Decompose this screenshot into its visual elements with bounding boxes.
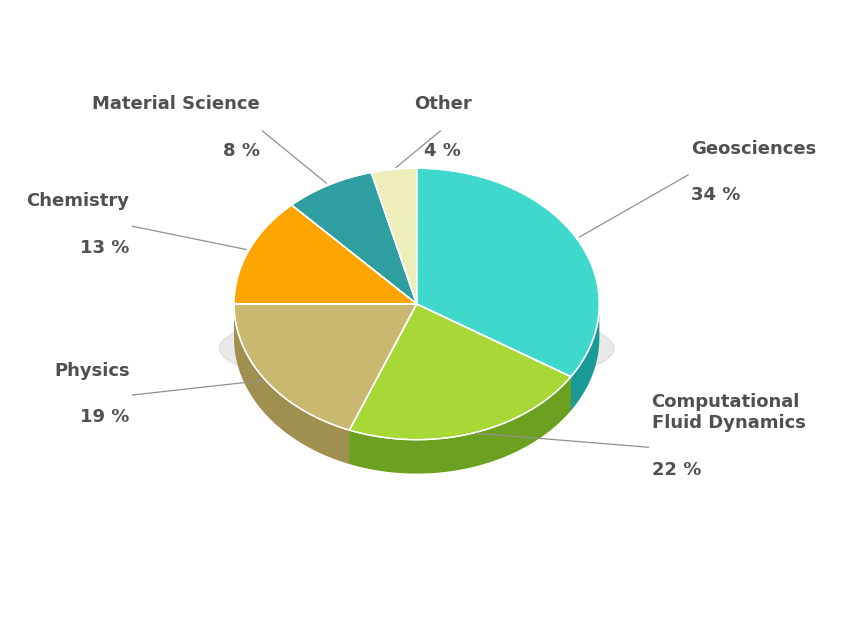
Polygon shape	[571, 304, 598, 411]
Polygon shape	[349, 304, 416, 464]
Text: Material Science: Material Science	[92, 96, 260, 113]
Text: 19 %: 19 %	[80, 408, 129, 426]
Text: Other: Other	[414, 96, 471, 113]
Polygon shape	[234, 304, 416, 430]
Text: 22 %: 22 %	[651, 460, 701, 479]
Text: Geosciences: Geosciences	[690, 139, 815, 158]
Polygon shape	[416, 304, 571, 411]
Text: 4 %: 4 %	[424, 142, 461, 160]
Text: 13 %: 13 %	[80, 238, 129, 257]
Polygon shape	[291, 172, 416, 304]
Polygon shape	[234, 304, 416, 338]
Text: 8 %: 8 %	[223, 142, 260, 160]
Text: 34 %: 34 %	[690, 186, 739, 205]
Polygon shape	[234, 304, 349, 464]
Text: Chemistry: Chemistry	[26, 192, 129, 210]
Polygon shape	[371, 168, 416, 304]
Polygon shape	[349, 304, 416, 464]
Text: Physics: Physics	[54, 361, 129, 380]
Ellipse shape	[219, 307, 614, 389]
Polygon shape	[416, 168, 598, 377]
Polygon shape	[416, 304, 571, 411]
Polygon shape	[234, 304, 416, 338]
Polygon shape	[349, 304, 571, 439]
Polygon shape	[234, 205, 416, 304]
Text: Computational
Fluid Dynamics: Computational Fluid Dynamics	[651, 393, 804, 432]
Polygon shape	[349, 377, 571, 474]
